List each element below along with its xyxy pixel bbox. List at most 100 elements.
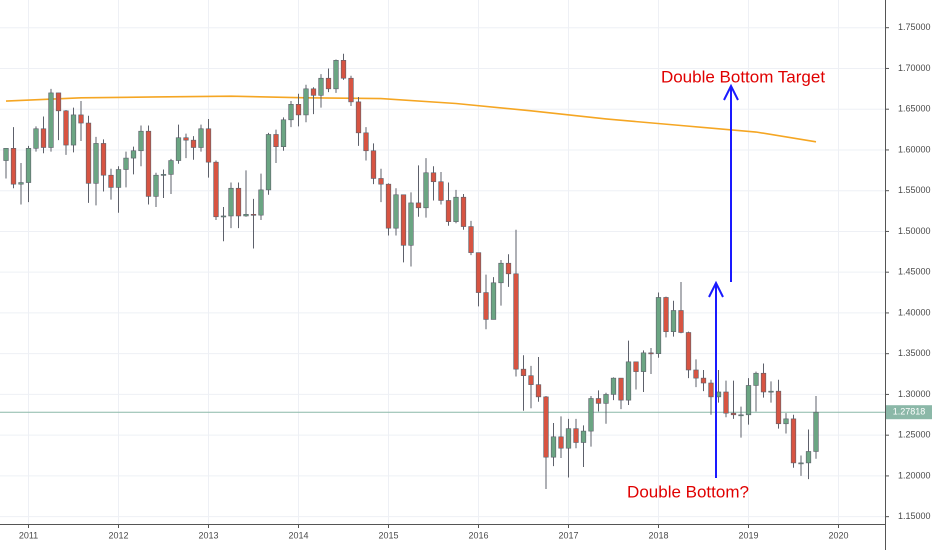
candle-body xyxy=(280,119,287,147)
candle-body xyxy=(520,368,527,376)
x-tick-label: 2011 xyxy=(19,530,38,540)
candle-body xyxy=(783,418,789,425)
candle-body xyxy=(370,150,377,179)
last-price-box xyxy=(886,405,932,420)
candle-body xyxy=(273,134,279,147)
candle-body xyxy=(558,436,564,449)
arrow-1 xyxy=(708,280,724,478)
candle-body xyxy=(325,77,332,90)
candle-body xyxy=(153,174,159,197)
candle-body xyxy=(610,377,617,395)
candle-body xyxy=(565,428,572,449)
y-tick-label: 1.70000 xyxy=(898,63,931,73)
candle-body xyxy=(310,88,317,96)
candle-body xyxy=(708,382,714,398)
candle-body xyxy=(25,148,32,183)
candle-body xyxy=(303,88,309,116)
annotation: Double Bottom Target xyxy=(661,67,825,86)
candle-body xyxy=(85,122,92,184)
candle-body xyxy=(10,148,17,185)
candle-body xyxy=(603,394,609,404)
y-tick-label: 1.60000 xyxy=(898,144,931,154)
candle-body xyxy=(490,282,497,320)
candle-body xyxy=(220,215,227,218)
candle-body xyxy=(625,361,632,401)
candle-body xyxy=(213,161,219,218)
candle-body xyxy=(235,187,242,217)
x-tick-label: 2015 xyxy=(378,530,398,540)
candle-body xyxy=(78,114,84,124)
candle-body xyxy=(663,297,669,332)
candle-body xyxy=(408,202,414,246)
candle-body xyxy=(768,390,774,393)
candle-body xyxy=(438,181,444,201)
candle-body xyxy=(475,252,482,293)
candle-body xyxy=(340,60,347,79)
candle-body xyxy=(580,430,587,443)
candle-body xyxy=(655,297,662,354)
candle-body xyxy=(130,150,137,159)
candle-body xyxy=(295,104,302,116)
candle-body xyxy=(798,462,804,465)
arrow-2 xyxy=(723,83,739,282)
candle-body xyxy=(573,428,579,443)
candle-body xyxy=(63,110,69,146)
y-tick-label: 1.15000 xyxy=(898,511,931,521)
y-tick-label: 1.55000 xyxy=(898,185,931,195)
candle-body xyxy=(430,172,437,183)
x-tick-label: 2019 xyxy=(738,530,758,540)
candle-body xyxy=(93,143,99,184)
y-tick-label: 1.65000 xyxy=(898,104,931,114)
candle-body xyxy=(760,372,767,393)
candle-body xyxy=(618,377,624,401)
y-tick-label: 1.50000 xyxy=(898,226,931,236)
candle-body xyxy=(588,398,594,432)
y-tick-label: 1.30000 xyxy=(898,389,931,399)
candle-body xyxy=(730,412,737,416)
candle-body xyxy=(693,369,699,379)
candle-body xyxy=(640,352,647,372)
candle-body xyxy=(318,77,324,96)
candle-body xyxy=(670,310,677,332)
candle-body xyxy=(175,137,182,161)
candle-body xyxy=(145,130,152,197)
candle-body xyxy=(363,132,369,152)
candle-body xyxy=(40,128,47,148)
candle-body xyxy=(423,172,429,209)
candle-body xyxy=(198,128,204,148)
candle-body xyxy=(678,310,684,333)
moving-average xyxy=(5,95,817,143)
x-tick-label: 2013 xyxy=(198,530,218,540)
candle-body xyxy=(468,226,474,253)
candle-body xyxy=(595,398,602,404)
candle-body xyxy=(753,372,759,386)
y-tick-label: 1.45000 xyxy=(898,267,931,277)
candle-body xyxy=(723,391,729,414)
candle-body xyxy=(138,130,144,152)
candle-body xyxy=(685,332,692,371)
candle-body xyxy=(33,128,39,149)
x-tick-label: 2018 xyxy=(648,530,668,540)
candle-body xyxy=(775,390,782,425)
candle-body xyxy=(205,128,212,163)
candle-body xyxy=(348,77,354,103)
y-tick-label: 1.35000 xyxy=(898,348,931,358)
candle-body xyxy=(258,189,264,216)
candle-body xyxy=(190,139,197,148)
candle-body xyxy=(168,160,174,175)
candle-body xyxy=(535,384,542,398)
candle-body xyxy=(48,92,54,148)
candle-body xyxy=(160,174,167,176)
candle-body xyxy=(738,414,744,417)
x-tick-label: 2012 xyxy=(108,530,128,540)
candle-body xyxy=(393,194,399,229)
candle-body xyxy=(100,143,107,176)
y-tick-label: 1.40000 xyxy=(898,307,931,317)
candle-body xyxy=(528,375,534,385)
candle-body xyxy=(633,361,639,372)
candle-body xyxy=(415,202,422,209)
candle-body xyxy=(498,262,504,284)
